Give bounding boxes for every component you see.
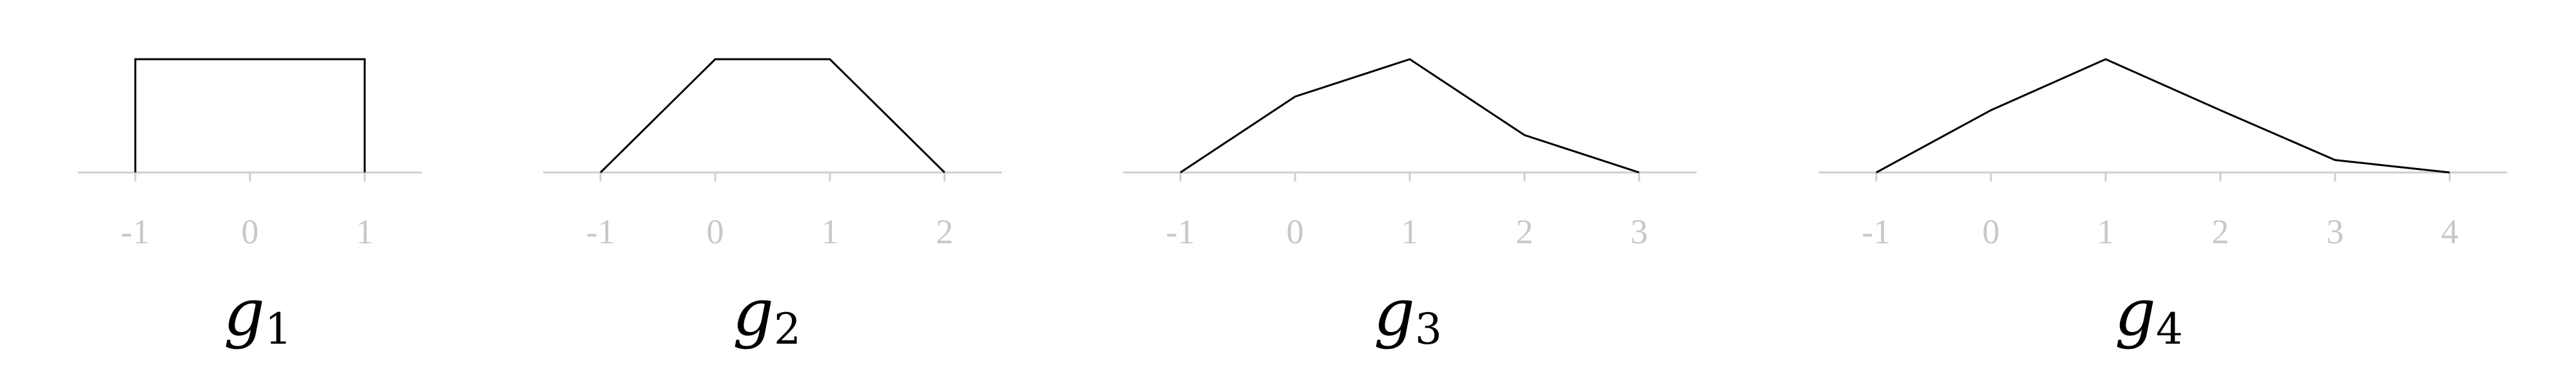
caption-letter: g <box>1374 275 1415 350</box>
x-tick-label: 2 <box>2212 212 2229 251</box>
x-tick-label: 3 <box>1631 212 1648 251</box>
x-tick-label: 1 <box>356 212 374 251</box>
x-tick-label: 2 <box>1516 212 1533 251</box>
caption-subscript: 1 <box>265 304 292 354</box>
panel-g3: -1 0 1 2 3g3 <box>1123 58 1697 354</box>
caption-subscript: 3 <box>1415 304 1442 354</box>
caption-letter: g <box>224 275 265 350</box>
function-curve <box>1876 58 2450 174</box>
x-tick-label: 1 <box>2097 212 2115 251</box>
function-caption: g2 <box>733 275 801 354</box>
function-caption: g4 <box>2115 275 2183 354</box>
x-tick-label: 0 <box>1983 212 2000 251</box>
x-tick-label: 3 <box>2327 212 2344 251</box>
caption-subscript: 4 <box>2156 304 2183 354</box>
x-tick-label: 0 <box>1287 212 1304 251</box>
x-tick-label: -1 <box>1166 212 1195 251</box>
x-tick-label: 4 <box>2441 212 2459 251</box>
function-curve <box>134 58 366 172</box>
panel-g1: -1 0 1g1 <box>78 58 422 354</box>
caption-letter: g <box>733 275 774 350</box>
x-tick-label: -1 <box>121 212 150 251</box>
panel-g4: -1 0 1 2 3 4g4 <box>1819 58 2507 354</box>
function-curve <box>599 58 946 174</box>
x-tick-label: 1 <box>822 212 839 251</box>
function-caption: g1 <box>224 275 292 354</box>
x-tick-label: 1 <box>1401 212 1419 251</box>
caption-subscript: 2 <box>774 304 801 354</box>
x-tick-label: 2 <box>936 212 954 251</box>
x-tick-label: 0 <box>707 212 724 251</box>
x-tick-label: -1 <box>586 212 615 251</box>
function-curve <box>1180 58 1640 174</box>
x-tick-label: -1 <box>1862 212 1891 251</box>
function-caption: g3 <box>1374 275 1442 354</box>
x-tick-label: 0 <box>242 212 259 251</box>
panel-g2: -1 0 1 2g2 <box>543 58 1002 354</box>
caption-letter: g <box>2115 275 2156 350</box>
